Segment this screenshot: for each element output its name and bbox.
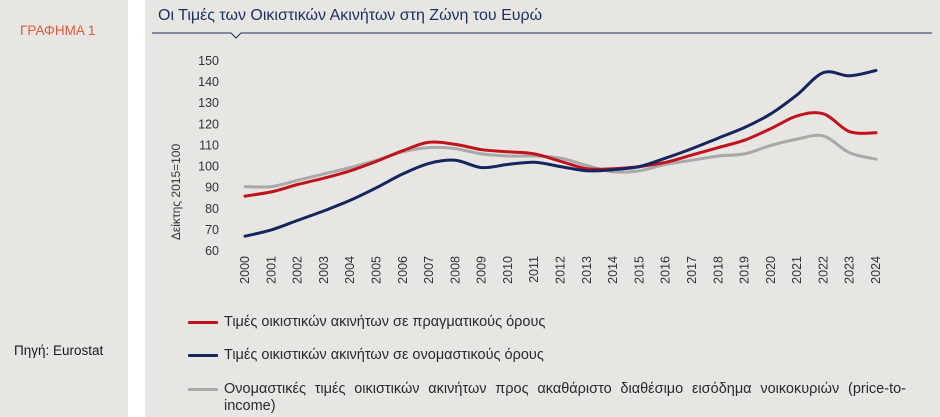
y-tick-label: 150	[198, 54, 219, 68]
legend-label-real-prices: Τιμές οικιστικών ακινήτων σε πραγματικού…	[224, 314, 546, 330]
x-tick-label: 2003	[317, 256, 331, 284]
figure-label: ΓΡΑΦΗΜΑ 1	[20, 23, 96, 38]
x-tick-label: 2005	[370, 256, 384, 284]
y-tick-label: 70	[205, 223, 219, 237]
legend-swatch-nominal-prices	[188, 354, 218, 357]
x-tick-label: 2010	[501, 256, 515, 284]
x-tick-label: 2016	[659, 256, 673, 284]
x-tick-label: 2002	[291, 256, 305, 284]
source-note: Πηγή: Eurostat	[14, 343, 104, 358]
x-tick-label: 2012	[554, 256, 568, 284]
x-tick-label: 2019	[738, 256, 752, 284]
x-tick-label: 2021	[790, 256, 804, 284]
y-tick-label: 130	[198, 96, 219, 110]
series-lines	[243, 69, 878, 238]
series-line-nominal-prices	[243, 69, 878, 238]
y-tick-label: 120	[198, 117, 219, 131]
x-tick-label: 2006	[396, 256, 410, 284]
legend-swatch-price-to-income	[188, 388, 218, 391]
x-tick-label: 2001	[264, 256, 278, 284]
x-tick-label: 2008	[448, 256, 462, 284]
y-tick-label: 100	[198, 160, 219, 174]
y-tick-label: 60	[205, 244, 219, 258]
x-tick-label: 2023	[843, 256, 857, 284]
legend-label-price-to-income: Ονομαστικές τιμές οικιστικών ακινήτων πρ…	[224, 381, 906, 414]
x-tick-label: 2013	[580, 256, 594, 284]
y-axis-ticks: 60 70 80 90 100 110 120 130 140 150	[198, 54, 219, 258]
y-axis-title: Δείκτης 2015=100	[169, 144, 183, 241]
x-tick-label: 2009	[475, 256, 489, 284]
x-tick-label: 2015	[632, 256, 646, 284]
left-panel: ΓΡΑΦΗΜΑ 1 Πηγή: Eurostat	[0, 0, 128, 417]
x-tick-label: 2020	[764, 256, 778, 284]
panel-separator	[128, 0, 145, 417]
x-tick-label: 2011	[527, 256, 541, 283]
chart-title: Οι Τιμές των Οικιστικών Ακινήτων στη Ζών…	[158, 7, 543, 24]
x-tick-label: 2000	[238, 256, 252, 284]
x-tick-label: 2017	[685, 256, 699, 284]
chart-panel	[145, 0, 940, 417]
legend-swatch-real-prices	[188, 321, 218, 324]
x-tick-label: 2014	[606, 256, 620, 284]
series-line-price-to-income	[243, 133, 878, 189]
x-tick-label: 2007	[422, 256, 436, 284]
x-tick-label: 2022	[816, 256, 830, 284]
legend-label-nominal-prices: Τιμές οικιστικών ακινήτων σε ονομαστικού…	[224, 347, 544, 363]
x-tick-label: 2024	[869, 256, 883, 284]
x-axis-ticks: 2000 2001 2002 2003 2004 2005 2006 2007 2008 2009…	[238, 256, 883, 284]
x-tick-label: 2018	[711, 256, 725, 284]
y-tick-label: 80	[205, 202, 219, 216]
title-rule	[152, 32, 932, 39]
y-tick-label: 110	[199, 138, 219, 152]
x-tick-label: 2004	[343, 256, 357, 284]
y-tick-label: 90	[205, 181, 219, 195]
series-line-real-prices	[243, 111, 878, 198]
y-tick-label: 140	[198, 75, 219, 89]
